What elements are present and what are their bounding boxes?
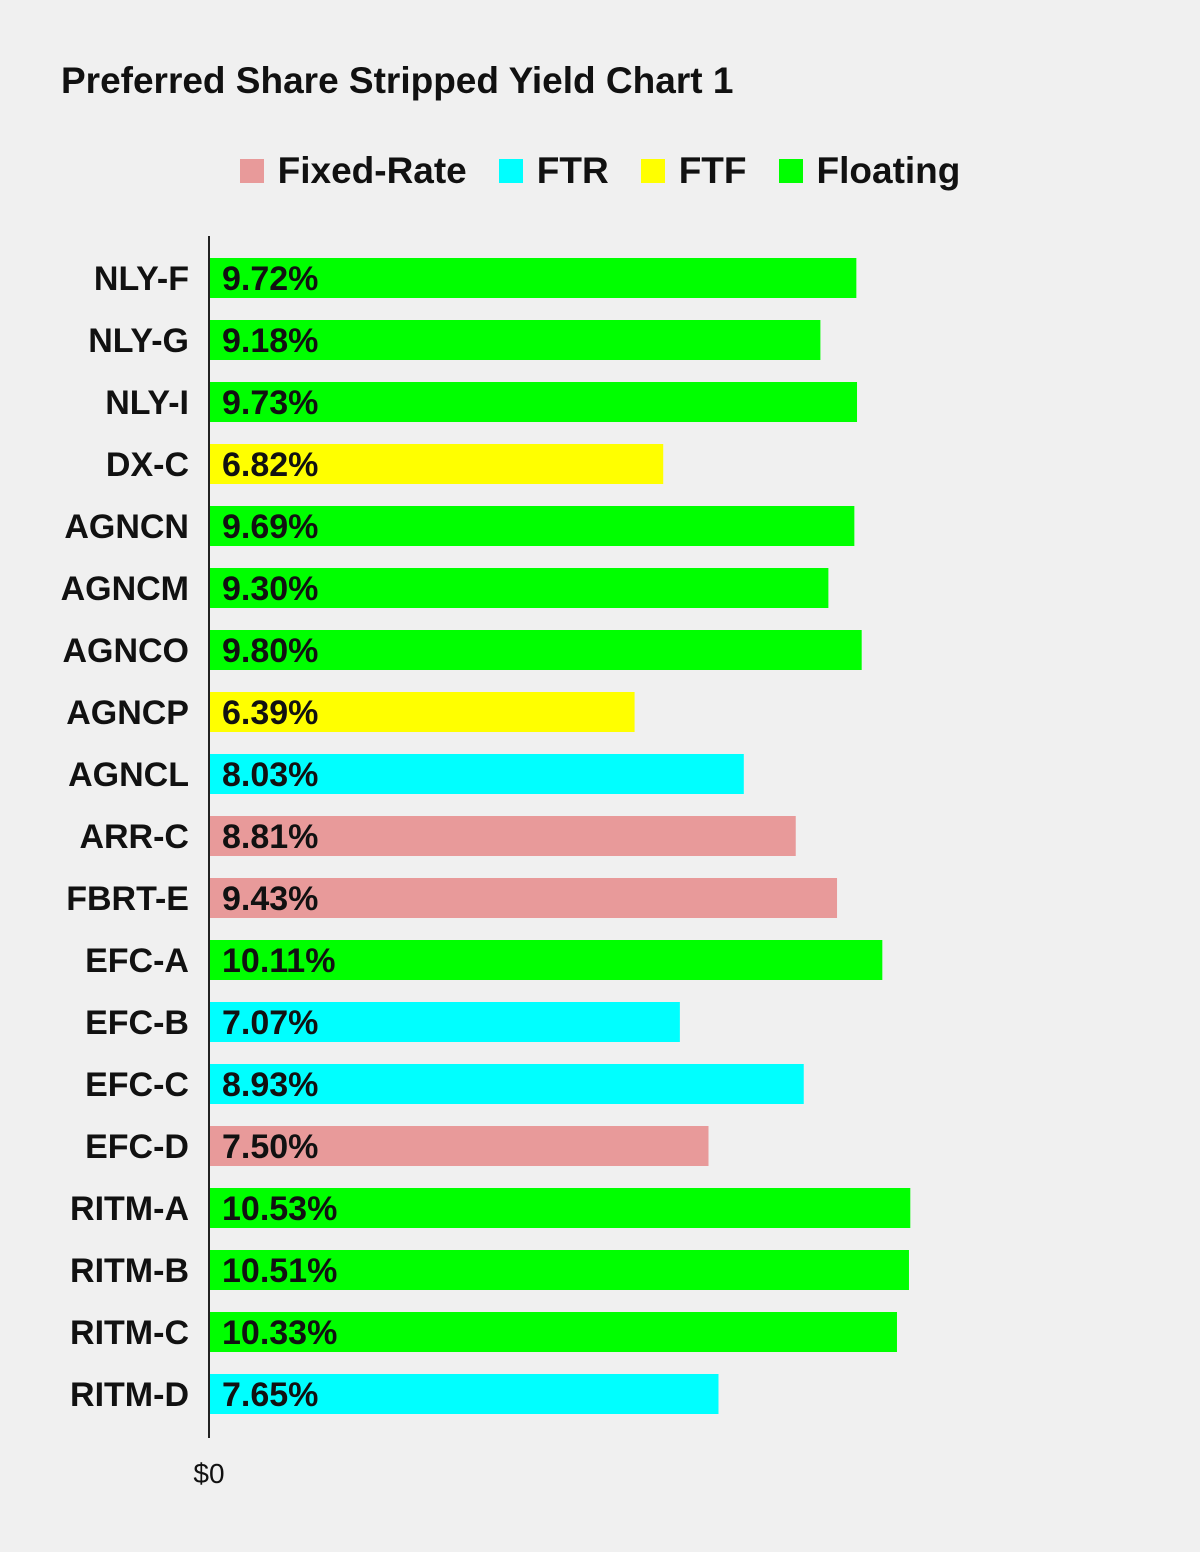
legend-label-floating: Floating xyxy=(816,150,961,191)
bar-agncp xyxy=(209,692,635,732)
legend-item-floating: Floating xyxy=(778,150,961,192)
x-tick-label-0: $0 xyxy=(193,1458,224,1489)
value-label-dx-c: 6.82% xyxy=(222,446,318,484)
value-label-agncp: 6.39% xyxy=(222,694,318,732)
category-label-nly-g: NLY-G xyxy=(88,322,189,360)
legend-label-fixed-rate: Fixed-Rate xyxy=(277,150,467,191)
category-label-agncn: AGNCN xyxy=(64,508,189,546)
chart-title: Preferred Share Stripped Yield Chart 1 xyxy=(61,60,734,101)
bar-fbrt-e xyxy=(209,878,838,918)
bar-agncn xyxy=(209,506,855,546)
legend-item-fixed-rate: Fixed-Rate xyxy=(239,150,467,192)
value-label-nly-g: 9.18% xyxy=(222,322,318,360)
category-label-nly-i: NLY-I xyxy=(105,384,189,422)
value-label-efc-d: 7.50% xyxy=(222,1128,318,1166)
bar-ritm-b xyxy=(209,1250,909,1290)
bar-arr-c xyxy=(209,816,796,856)
value-label-agncn: 9.69% xyxy=(222,508,318,546)
legend-item-ftf: FTF xyxy=(640,150,747,192)
category-label-ritm-b: RITM-B xyxy=(70,1252,189,1290)
value-label-ritm-b: 10.51% xyxy=(222,1252,337,1290)
category-label-ritm-a: RITM-A xyxy=(70,1190,189,1228)
bar-agnco xyxy=(209,630,862,670)
bar-ritm-c xyxy=(209,1312,897,1352)
category-label-agncl: AGNCL xyxy=(68,756,189,794)
category-label-efc-a: EFC-A xyxy=(85,942,189,980)
category-label-dx-c: DX-C xyxy=(106,446,189,484)
bar-nly-f xyxy=(209,258,857,298)
category-label-agncp: AGNCP xyxy=(66,694,189,732)
bar-ritm-a xyxy=(209,1188,911,1228)
value-label-arr-c: 8.81% xyxy=(222,818,318,856)
category-label-nly-f: NLY-F xyxy=(94,260,189,298)
category-label-arr-c: ARR-C xyxy=(79,818,189,856)
value-label-nly-f: 9.72% xyxy=(222,260,318,298)
value-label-efc-c: 8.93% xyxy=(222,1066,318,1104)
value-label-agncl: 8.03% xyxy=(222,756,318,794)
legend-swatch-fixed-rate xyxy=(239,159,264,183)
category-label-efc-c: EFC-C xyxy=(85,1066,189,1104)
legend-label-ftf: FTF xyxy=(678,150,747,191)
category-label-efc-b: EFC-B xyxy=(85,1004,189,1042)
value-label-agncm: 9.30% xyxy=(222,570,318,608)
bar-agncm xyxy=(209,568,829,608)
bar-efc-d xyxy=(209,1126,709,1166)
value-label-fbrt-e: 9.43% xyxy=(222,880,318,918)
category-label-ritm-d: RITM-D xyxy=(70,1376,189,1414)
value-label-ritm-c: 10.33% xyxy=(222,1314,337,1352)
value-label-efc-a: 10.11% xyxy=(222,942,335,980)
legend-swatch-ftr xyxy=(498,159,523,183)
value-label-nly-i: 9.73% xyxy=(222,384,318,422)
bar-efc-b xyxy=(209,1002,680,1042)
bar-efc-a xyxy=(209,940,883,980)
legend-swatch-floating xyxy=(778,159,803,183)
value-label-efc-b: 7.07% xyxy=(222,1004,318,1042)
category-label-ritm-c: RITM-C xyxy=(70,1314,189,1352)
value-label-ritm-a: 10.53% xyxy=(222,1190,337,1228)
category-label-agnco: AGNCO xyxy=(62,632,189,670)
category-label-fbrt-e: FBRT-E xyxy=(66,880,189,918)
legend-swatch-ftf xyxy=(640,159,665,183)
legend-label-ftr: FTR xyxy=(536,150,609,191)
value-label-ritm-d: 7.65% xyxy=(222,1376,318,1414)
bar-ritm-d xyxy=(209,1374,719,1414)
bar-dx-c xyxy=(209,444,664,484)
category-label-agncm: AGNCM xyxy=(61,570,189,608)
value-label-agnco: 9.80% xyxy=(222,632,318,670)
bar-efc-c xyxy=(209,1064,804,1104)
category-label-efc-d: EFC-D xyxy=(85,1128,189,1166)
legend: Fixed-Rate FTR FTF Floating xyxy=(0,150,1200,192)
bar-agncl xyxy=(209,754,744,794)
legend-item-ftr: FTR xyxy=(498,150,609,192)
bar-nly-g xyxy=(209,320,821,360)
bar-nly-i xyxy=(209,382,858,422)
